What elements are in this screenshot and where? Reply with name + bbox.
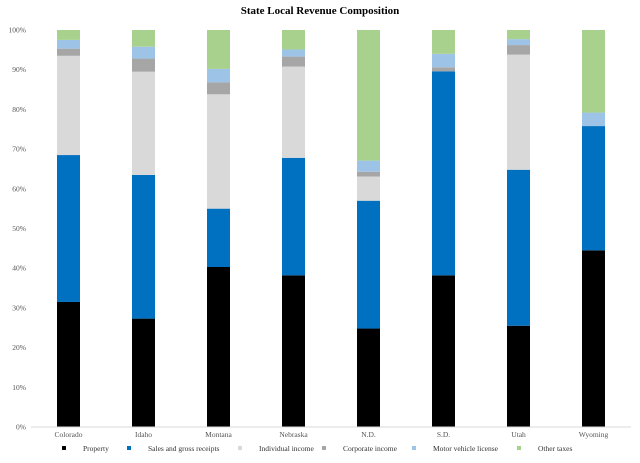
legend-label: Corporate income bbox=[343, 444, 398, 453]
bar-segment bbox=[432, 67, 455, 72]
bar-segment bbox=[132, 46, 155, 59]
y-tick-label: 10% bbox=[12, 383, 26, 392]
legend-swatch bbox=[322, 446, 326, 450]
bar-segment bbox=[507, 39, 530, 46]
y-tick-label: 20% bbox=[12, 343, 26, 352]
legend-label: Other taxes bbox=[538, 444, 572, 453]
bar-segment bbox=[282, 30, 305, 50]
bar-segment bbox=[357, 160, 380, 172]
bar-segment bbox=[282, 275, 305, 427]
bar-segment bbox=[432, 30, 455, 54]
bar-segment bbox=[507, 325, 530, 427]
bar-segment bbox=[132, 30, 155, 47]
bar-segment bbox=[57, 301, 80, 427]
x-tick-label: Utah bbox=[511, 430, 526, 439]
bar-segment bbox=[132, 71, 155, 175]
bar-segment bbox=[507, 30, 530, 40]
bar-segment bbox=[132, 318, 155, 427]
bar-segment bbox=[432, 53, 455, 68]
bar-segment bbox=[582, 30, 605, 113]
y-tick-label: 100% bbox=[9, 26, 27, 35]
y-tick-label: 80% bbox=[12, 105, 26, 114]
legend-swatch bbox=[62, 446, 66, 450]
legend-swatch bbox=[238, 446, 242, 450]
bar-segment bbox=[57, 39, 80, 49]
bar-segment bbox=[357, 171, 380, 177]
bar-segment bbox=[357, 30, 380, 161]
x-tick-label: Colorado bbox=[55, 430, 83, 439]
bar-segment bbox=[207, 68, 230, 83]
bar-segment bbox=[57, 48, 80, 56]
legend-swatch bbox=[517, 446, 521, 450]
bar-segment bbox=[282, 56, 305, 67]
x-tick-label: Idaho bbox=[135, 430, 152, 439]
bar-segment bbox=[132, 174, 155, 319]
bar-segment bbox=[57, 155, 80, 302]
bar-segment bbox=[357, 200, 380, 329]
y-tick-label: 30% bbox=[12, 303, 26, 312]
y-tick-label: 70% bbox=[12, 145, 26, 154]
legend-label: Motor vehicle license bbox=[433, 444, 499, 453]
y-tick-label: 60% bbox=[12, 184, 26, 193]
x-tick-label: Nebraska bbox=[279, 430, 308, 439]
bar-segment bbox=[432, 71, 455, 276]
x-tick-label: S.D. bbox=[437, 430, 450, 439]
bar-segment bbox=[57, 55, 80, 156]
bar-segment bbox=[432, 275, 455, 427]
bar-segment bbox=[207, 30, 230, 69]
y-tick-label: 0% bbox=[16, 423, 26, 432]
bar-segment bbox=[207, 267, 230, 427]
y-tick-label: 40% bbox=[12, 264, 26, 273]
y-tick-label: 50% bbox=[12, 224, 26, 233]
bar-segment bbox=[207, 94, 230, 209]
x-tick-label: Wyoming bbox=[579, 430, 609, 439]
chart-title: State Local Revenue Composition bbox=[240, 5, 400, 17]
bar-segment bbox=[282, 66, 305, 158]
bar-segment bbox=[507, 45, 530, 55]
bar-segment bbox=[207, 208, 230, 268]
bar-segment bbox=[282, 157, 305, 276]
legend-label: Individual income bbox=[259, 444, 314, 453]
bar-segment bbox=[582, 126, 605, 251]
legend-swatch bbox=[412, 446, 416, 450]
bar-segment bbox=[507, 54, 530, 170]
bar-segment bbox=[582, 112, 605, 127]
x-tick-label: N.D. bbox=[361, 430, 376, 439]
bar-segment bbox=[282, 49, 305, 57]
legend-label: Property bbox=[83, 444, 109, 453]
x-tick-label: Montana bbox=[205, 430, 232, 439]
bar-segment bbox=[132, 58, 155, 72]
y-tick-label: 90% bbox=[12, 65, 26, 74]
bar-segment bbox=[357, 328, 380, 427]
bar-segment bbox=[57, 30, 80, 40]
legend-label: Sales and gross receipts bbox=[148, 444, 220, 453]
bar-segment bbox=[207, 82, 230, 95]
legend-swatch bbox=[127, 446, 131, 450]
bar-segment bbox=[507, 169, 530, 326]
bar-segment bbox=[582, 250, 605, 427]
bar-segment bbox=[357, 176, 380, 201]
